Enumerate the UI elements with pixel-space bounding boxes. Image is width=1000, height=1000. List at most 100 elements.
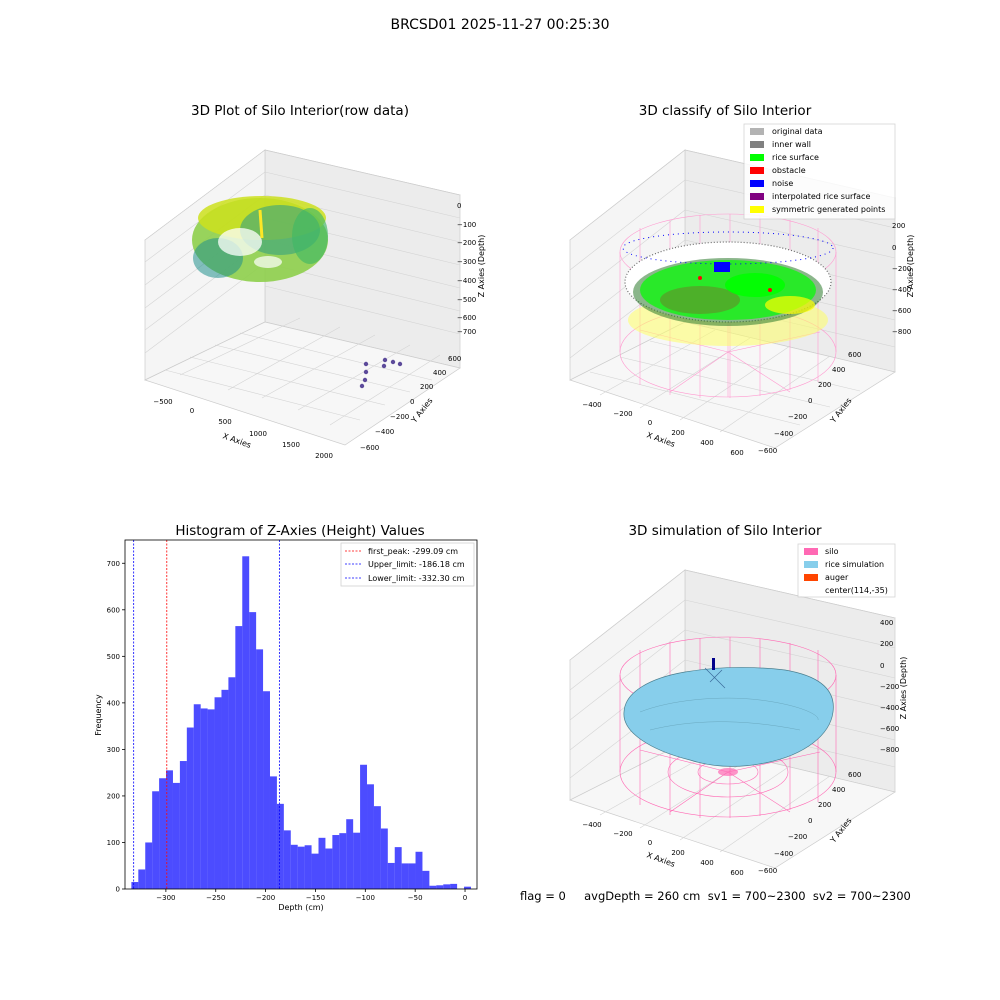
classify-ytick: −200	[788, 413, 807, 421]
legend-obstacle: obstacle	[772, 166, 806, 175]
sim-ztick: 400	[880, 619, 893, 627]
legend-first-peak: first_peak: -299.09 cm	[368, 547, 458, 556]
classify-ztick: −400	[892, 286, 911, 294]
histogram-bar	[172, 782, 180, 889]
legend-lower-limit: Lower_limit: -332.30 cm	[368, 574, 465, 583]
histogram-vlines	[133, 540, 280, 889]
sim-ytick: −200	[788, 833, 807, 841]
histogram-bar	[290, 844, 298, 889]
legend-noise: noise	[772, 179, 793, 188]
histogram-bar	[429, 885, 437, 889]
raw-ztick: −100	[457, 221, 476, 229]
raw-zlabel: Z Axies (Depth)	[477, 235, 486, 298]
histogram-bar	[159, 778, 167, 889]
histogram-xtick-label: 0	[463, 894, 467, 902]
raw-ztick: −500	[457, 296, 476, 304]
histogram-ytick-label: 400	[107, 699, 120, 707]
legend-auger: auger	[825, 573, 849, 582]
legend-upper-limit: Upper_limit: -186.18 cm	[368, 560, 465, 569]
sim-ztick: −800	[880, 746, 899, 754]
figure-title: BRCSD01 2025-11-27 00:25:30	[390, 17, 610, 33]
raw-ztick: 0	[457, 202, 461, 210]
classify-ztick: −800	[892, 328, 911, 336]
histogram-xtick-label: −250	[206, 894, 225, 902]
histogram-bar	[408, 863, 416, 889]
histogram-legend: first_peak: -299.09 cm Upper_limit: -186…	[340, 542, 475, 587]
histogram-bar	[325, 848, 333, 889]
raw-point-cloud	[192, 196, 328, 282]
classify-xtick: −200	[613, 410, 632, 418]
classify-ytick: −400	[774, 430, 793, 438]
histogram-bar	[249, 612, 257, 889]
sim-ztick: −400	[880, 704, 899, 712]
legend-swatch-silo	[804, 548, 818, 555]
histogram-bar	[228, 677, 236, 889]
classify-ytick: 200	[818, 381, 831, 389]
histogram-bar	[283, 830, 291, 889]
sim-xtick: 600	[730, 869, 743, 877]
histogram-bar	[318, 837, 326, 889]
classify-xtick: −400	[582, 401, 601, 409]
histogram-bar	[360, 764, 368, 889]
classify-ytick: −600	[758, 447, 777, 455]
classify-ztick: −600	[892, 307, 911, 315]
histogram-bar	[200, 708, 208, 889]
histogram-xtick-label: −50	[408, 894, 423, 902]
classify-ytick: 600	[848, 351, 861, 359]
legend-original-data: original data	[772, 127, 823, 136]
histogram-bar	[394, 847, 402, 889]
histogram-bar	[339, 833, 347, 889]
histogram-bar	[152, 791, 160, 889]
legend-interpolated: interpolated rice surface	[772, 192, 870, 201]
histogram-ytick-label: 100	[107, 839, 120, 847]
legend-swatch-auger	[804, 574, 818, 581]
histogram-bar	[346, 819, 354, 889]
histogram-bar	[311, 853, 319, 889]
raw-ytick: −400	[375, 428, 394, 436]
sim-ztick: −600	[880, 725, 899, 733]
raw-xtick: −500	[153, 398, 172, 406]
histogram-title: Histogram of Z-Axies (Height) Values	[175, 523, 425, 539]
raw-outlier-points	[359, 357, 403, 389]
histogram-xtick-label: −200	[256, 894, 275, 902]
sim-ytick: 600	[848, 771, 861, 779]
legend-symmetric: symmetric generated points	[772, 205, 885, 214]
histogram-bar	[214, 697, 222, 889]
histogram-ylabel: Frequency	[94, 694, 103, 736]
histogram-bar	[276, 803, 284, 889]
histogram-yticks: 0 100 200 300 400 500 600 700	[107, 560, 125, 894]
histogram-bar	[207, 709, 215, 889]
sim-zlabel: Z Axies (Depth)	[899, 657, 908, 720]
raw-xtick: 2000	[315, 452, 333, 460]
raw-xtick: 500	[218, 418, 231, 426]
histogram-bars	[131, 556, 471, 889]
sim-ytick: 400	[832, 786, 845, 794]
classify-ztick: −200	[892, 265, 911, 273]
histogram-bar	[450, 883, 458, 889]
raw-xtick: 1000	[249, 430, 267, 438]
histogram-bar	[269, 776, 277, 889]
status-footer: flag = 0 avgDepth = 260 cm sv1 = 700~230…	[520, 889, 911, 903]
sim-xtick: −400	[582, 821, 601, 829]
legend-rice-surface: rice surface	[772, 153, 819, 162]
legend-rice-simulation: rice simulation	[825, 560, 884, 569]
raw-ytick: 600	[448, 355, 461, 363]
histogram-ytick-label: 500	[107, 653, 120, 661]
histogram-bar	[138, 869, 146, 889]
raw-xlabel: X Axies	[221, 431, 252, 450]
histogram-bar	[186, 727, 194, 889]
raw-ztick: −600	[457, 314, 476, 322]
histogram-bar	[464, 886, 471, 889]
classify-ytick: 400	[832, 366, 845, 374]
classify-xtick: 0	[648, 419, 652, 427]
histogram-bar	[179, 761, 187, 889]
histogram-bar	[166, 770, 173, 889]
legend-swatch-interpolated	[750, 193, 764, 200]
histogram-bar	[436, 885, 444, 889]
histogram-bar	[353, 832, 361, 889]
sim-xtick: 0	[648, 839, 652, 847]
legend-swatch-noise	[750, 180, 764, 187]
sim-ztick: −200	[880, 683, 899, 691]
raw-ytick: −200	[390, 413, 409, 421]
sim-xtick: 200	[671, 849, 684, 857]
